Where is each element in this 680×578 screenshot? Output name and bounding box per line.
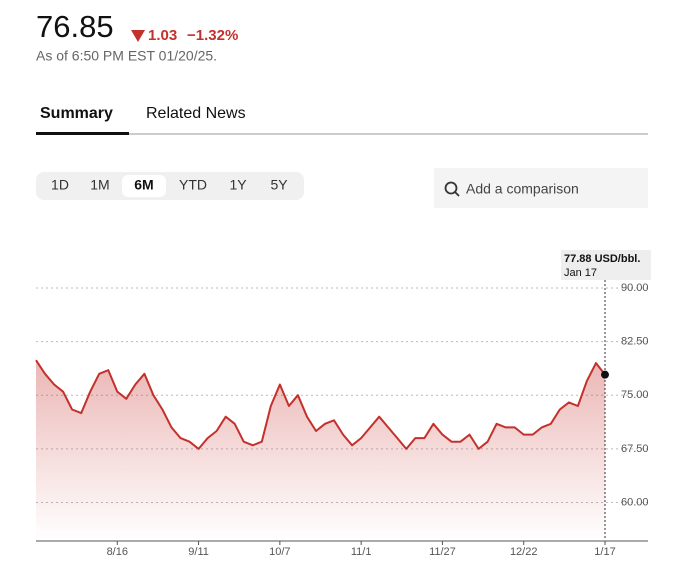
search-placeholder[interactable]: Add a comparison xyxy=(466,181,579,197)
x-tick-label: 9/11 xyxy=(188,546,209,558)
y-tick-label: 90.00 xyxy=(621,282,649,294)
area xyxy=(36,360,605,540)
price-line xyxy=(35,359,606,450)
search-box[interactable] xyxy=(434,168,648,208)
change-percent: −1.32% xyxy=(187,27,238,44)
range-selector xyxy=(36,172,304,200)
tab[interactable]: Summary xyxy=(40,105,113,122)
range-button[interactable]: 1Y xyxy=(229,177,247,193)
price: 76.85 xyxy=(36,9,114,44)
range-button[interactable]: 1M xyxy=(90,177,109,193)
tooltip-date: Jan 17 xyxy=(564,267,597,279)
active-tab-underline xyxy=(36,132,129,135)
x-tick-label: 1/17 xyxy=(594,546,615,558)
change: 1.03 xyxy=(148,27,177,44)
hover-point xyxy=(601,370,609,379)
x-tick-label: 11/1 xyxy=(351,546,372,558)
range-selected xyxy=(122,175,166,197)
search-icon-handle xyxy=(454,191,460,197)
range-button[interactable]: YTD xyxy=(179,177,207,193)
x-tick-label: 12/22 xyxy=(510,546,538,558)
y-tick-label: 82.50 xyxy=(621,336,649,348)
y-tick-label: 75.00 xyxy=(621,389,649,401)
search-icon xyxy=(444,181,458,195)
tooltip-box xyxy=(561,250,651,280)
y-tick-label: 60.00 xyxy=(621,496,649,508)
tab[interactable]: Related News xyxy=(146,105,246,122)
x-tick-label: 11/27 xyxy=(429,546,456,558)
tooltip-value: 77.88 USD/bbl. xyxy=(564,253,640,265)
y-tick-label: 67.50 xyxy=(621,443,649,455)
down-arrow xyxy=(131,30,145,42)
range-button[interactable]: 5Y xyxy=(270,177,288,193)
x-tick-label: 10/7 xyxy=(269,546,290,558)
range-button[interactable]: 1D xyxy=(51,177,69,193)
range-button[interactable]: 6M xyxy=(134,177,153,193)
as-of: As of 6:50 PM EST 01/20/25. xyxy=(36,48,217,64)
x-tick-label: 8/16 xyxy=(107,546,128,558)
